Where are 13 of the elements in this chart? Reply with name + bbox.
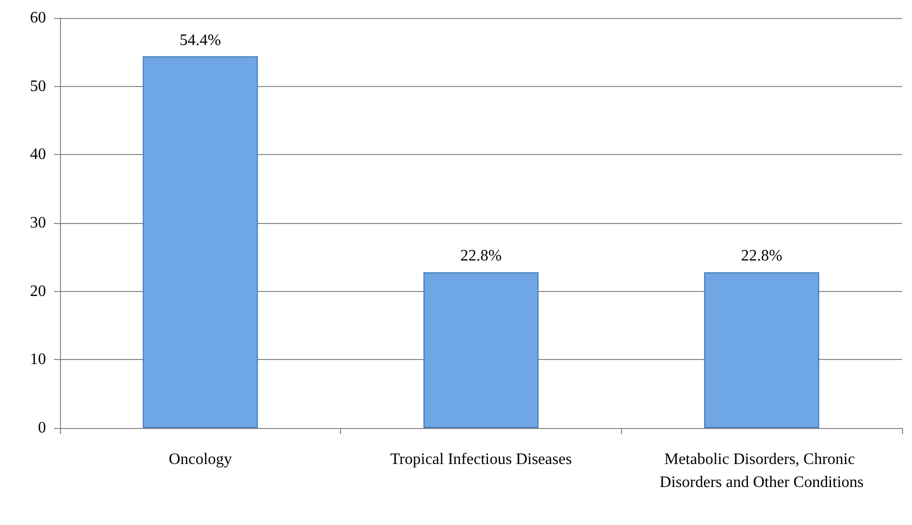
data-label: 22.8% bbox=[741, 248, 782, 265]
y-tick-label: 60 bbox=[30, 10, 46, 26]
y-tick-label: 50 bbox=[30, 78, 46, 95]
data-label: 54.4% bbox=[180, 32, 221, 49]
y-tick-label: 10 bbox=[30, 351, 46, 368]
y-tick-label: 40 bbox=[30, 146, 46, 164]
y-tick-label: 20 bbox=[30, 282, 46, 300]
x-tick-label: Metabolic Disorders, Chronic Disorders and Other Conditions bbox=[660, 451, 864, 491]
x-tick-label: Tropical Infectious Diseases bbox=[390, 451, 572, 468]
data-label: 22.8% bbox=[460, 248, 502, 265]
x-tick-label: Oncology bbox=[168, 451, 232, 468]
y-tick-label: 0 bbox=[38, 420, 46, 436]
y-tick-label: 30 bbox=[30, 214, 46, 232]
